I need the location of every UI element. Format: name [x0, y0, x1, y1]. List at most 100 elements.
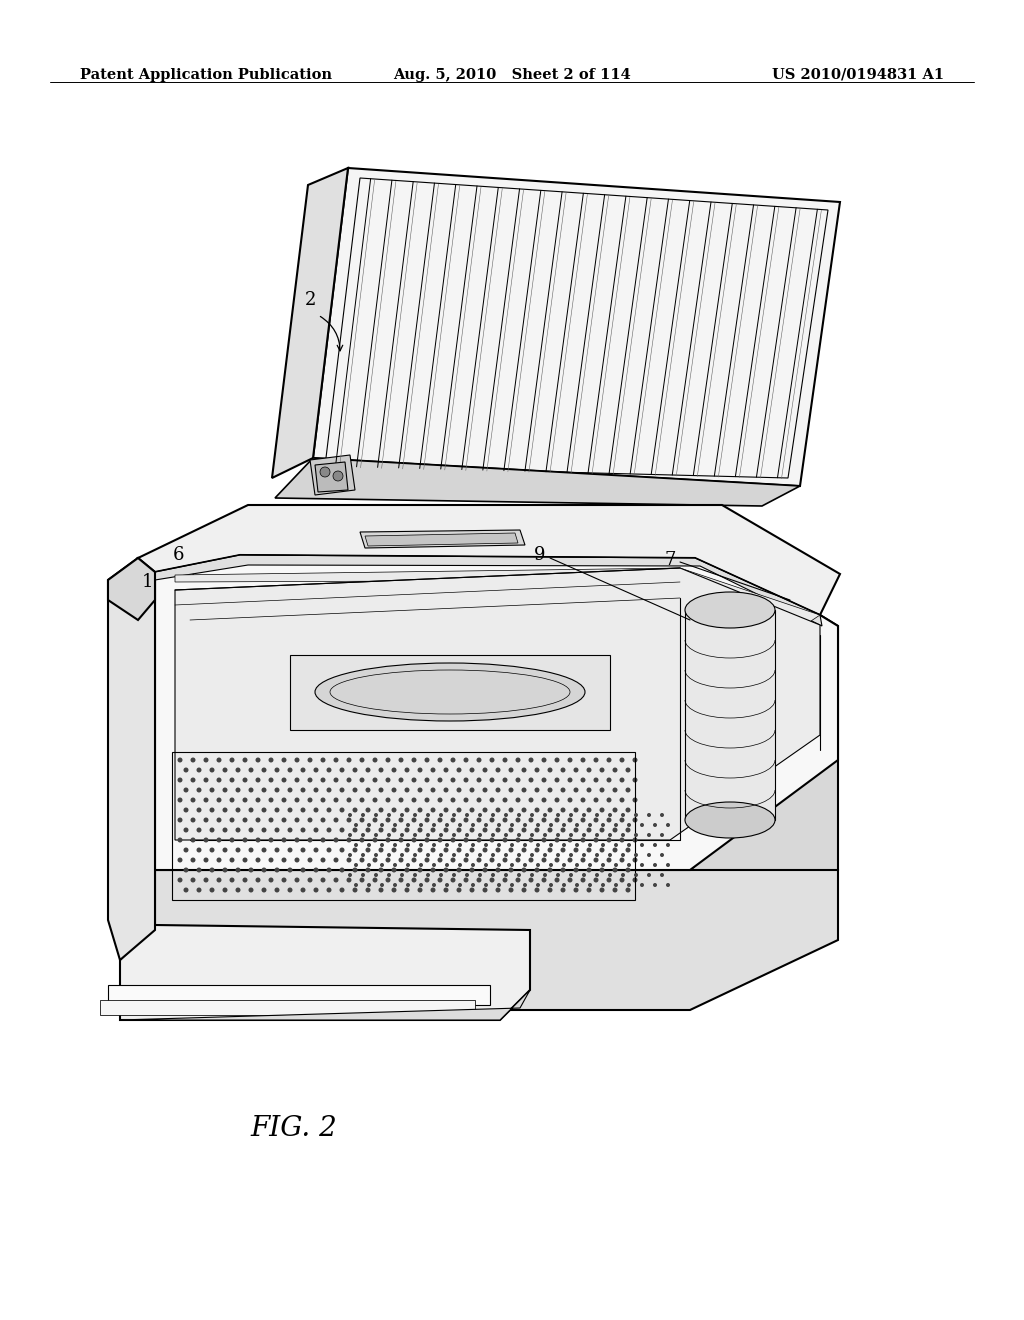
Circle shape [523, 863, 527, 867]
Circle shape [653, 822, 657, 828]
Polygon shape [313, 168, 840, 486]
Polygon shape [100, 1001, 475, 1015]
Circle shape [521, 788, 526, 792]
Circle shape [476, 758, 481, 763]
Circle shape [229, 797, 234, 803]
Circle shape [458, 843, 462, 847]
Circle shape [569, 853, 573, 857]
Circle shape [261, 847, 266, 853]
Circle shape [482, 788, 487, 792]
Circle shape [457, 788, 462, 792]
Circle shape [633, 758, 638, 763]
Circle shape [647, 833, 651, 837]
Circle shape [548, 847, 553, 853]
Circle shape [634, 873, 638, 876]
Circle shape [243, 817, 248, 822]
Circle shape [373, 797, 378, 803]
Circle shape [633, 777, 638, 783]
Circle shape [510, 883, 514, 887]
Circle shape [587, 867, 592, 873]
Circle shape [510, 863, 514, 867]
Circle shape [490, 873, 495, 876]
Circle shape [321, 837, 326, 842]
Circle shape [647, 853, 651, 857]
Circle shape [352, 828, 357, 833]
Circle shape [523, 843, 527, 847]
Circle shape [633, 837, 638, 842]
Circle shape [256, 777, 260, 783]
Circle shape [567, 797, 572, 803]
Circle shape [555, 758, 559, 763]
Circle shape [469, 767, 474, 772]
Circle shape [177, 817, 182, 822]
Circle shape [307, 797, 312, 803]
Circle shape [496, 867, 501, 873]
Circle shape [484, 863, 488, 867]
Circle shape [443, 828, 449, 833]
Circle shape [295, 837, 299, 842]
Circle shape [627, 863, 631, 867]
Circle shape [412, 878, 417, 883]
Circle shape [197, 847, 202, 853]
Circle shape [606, 758, 611, 763]
Circle shape [352, 867, 357, 873]
Circle shape [560, 867, 565, 873]
Circle shape [319, 467, 330, 477]
Circle shape [599, 767, 604, 772]
Circle shape [606, 858, 611, 862]
Circle shape [261, 887, 266, 892]
Circle shape [666, 863, 670, 867]
Circle shape [599, 867, 604, 873]
Polygon shape [120, 990, 530, 1020]
Circle shape [620, 777, 625, 783]
Circle shape [425, 837, 429, 842]
Circle shape [412, 817, 417, 822]
Circle shape [300, 767, 305, 772]
Circle shape [366, 847, 371, 853]
Circle shape [229, 817, 234, 822]
Circle shape [465, 833, 469, 837]
Circle shape [373, 758, 378, 763]
Circle shape [327, 887, 332, 892]
Circle shape [216, 817, 221, 822]
Circle shape [210, 828, 214, 833]
Circle shape [256, 878, 260, 883]
Circle shape [373, 777, 378, 783]
Circle shape [413, 853, 417, 857]
Circle shape [560, 887, 565, 892]
Circle shape [621, 813, 625, 817]
Circle shape [404, 788, 410, 792]
Circle shape [222, 887, 227, 892]
Circle shape [327, 788, 332, 792]
Circle shape [451, 777, 456, 783]
Circle shape [387, 873, 391, 876]
Polygon shape [108, 558, 155, 620]
Circle shape [476, 837, 481, 842]
Circle shape [418, 867, 423, 873]
Circle shape [204, 858, 209, 862]
Circle shape [536, 863, 540, 867]
Circle shape [608, 813, 612, 817]
Circle shape [256, 817, 260, 822]
Circle shape [300, 887, 305, 892]
Circle shape [190, 817, 196, 822]
Circle shape [535, 808, 540, 813]
Circle shape [236, 847, 241, 853]
Circle shape [346, 758, 351, 763]
Circle shape [346, 777, 351, 783]
Circle shape [359, 858, 365, 862]
Circle shape [535, 767, 540, 772]
Circle shape [261, 828, 266, 833]
Circle shape [177, 758, 182, 763]
Circle shape [515, 777, 520, 783]
Circle shape [588, 843, 592, 847]
Circle shape [464, 797, 469, 803]
Circle shape [404, 767, 410, 772]
Circle shape [567, 858, 572, 862]
Circle shape [573, 847, 579, 853]
Circle shape [387, 833, 391, 837]
Circle shape [346, 837, 351, 842]
Circle shape [666, 822, 670, 828]
Circle shape [359, 777, 365, 783]
Polygon shape [290, 655, 610, 730]
